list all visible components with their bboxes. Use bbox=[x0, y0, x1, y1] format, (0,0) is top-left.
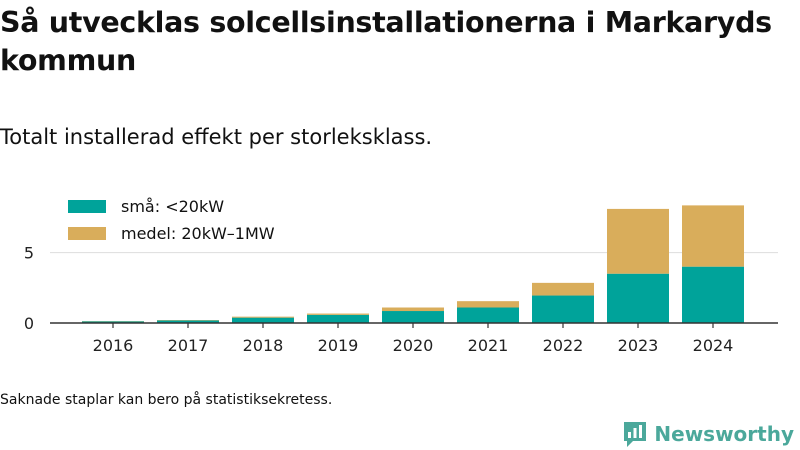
chart-subtitle: Totalt installerad effekt per storlekskl… bbox=[0, 125, 433, 149]
x-tick-label: 2024 bbox=[693, 336, 734, 355]
y-axis-tick-labels: 05 bbox=[24, 244, 34, 333]
newsworthy-logo-icon bbox=[624, 422, 647, 447]
y-tick-label: 0 bbox=[24, 314, 34, 333]
bar-sma-2019 bbox=[307, 314, 369, 323]
stacked-bar-chart: 05 2016 2017 2018 2019 2020 2021 2022 2023 2024 … bbox=[24, 194, 778, 355]
legend-swatch bbox=[68, 227, 106, 240]
bar-sma-2021 bbox=[457, 307, 519, 323]
x-tick-label: 2022 bbox=[543, 336, 584, 355]
bar-sma-2017 bbox=[157, 320, 219, 323]
bar-sma-2022 bbox=[532, 295, 594, 323]
bar-medel-2018 bbox=[232, 316, 294, 318]
bar-series bbox=[82, 205, 744, 323]
x-tick-label: 2023 bbox=[618, 336, 659, 355]
newsworthy-logo: Newsworthy bbox=[622, 420, 794, 448]
legend-label: små: <20kW bbox=[121, 197, 224, 216]
bar-medel-2021 bbox=[457, 301, 519, 308]
x-tick-label: 2020 bbox=[393, 336, 434, 355]
bar-sma-2024 bbox=[682, 266, 744, 323]
brand-name: Newsworthy bbox=[654, 422, 794, 446]
x-axis-tick-labels: 2016 2017 2018 2019 2020 2021 2022 2023 2024 bbox=[93, 323, 734, 355]
bar-medel-2020 bbox=[382, 307, 444, 312]
bar-medel-2024 bbox=[682, 205, 744, 267]
bar-sma-2018 bbox=[232, 317, 294, 323]
legend: små: <20kW medel: 20kW–1MW bbox=[62, 194, 275, 246]
bar-medel-2023 bbox=[607, 208, 669, 274]
chart-title: Så utvecklas solcellsinstallationerna i … bbox=[0, 6, 772, 77]
x-tick-label: 2021 bbox=[468, 336, 509, 355]
legend-label: medel: 20kW–1MW bbox=[121, 224, 275, 243]
legend-swatch bbox=[68, 200, 106, 213]
x-tick-label: 2019 bbox=[318, 336, 359, 355]
bar-medel-2019 bbox=[307, 313, 369, 315]
bar-sma-2023 bbox=[607, 273, 669, 323]
footnote: Saknade staplar kan bero på statistiksek… bbox=[0, 392, 333, 408]
y-tick-label: 5 bbox=[24, 244, 34, 263]
bar-sma-2020 bbox=[382, 311, 444, 323]
x-tick-label: 2018 bbox=[243, 336, 284, 355]
bar-medel-2022 bbox=[532, 282, 594, 296]
bar-sma-2016 bbox=[82, 321, 144, 323]
x-tick-label: 2016 bbox=[93, 336, 134, 355]
x-tick-label: 2017 bbox=[168, 336, 209, 355]
